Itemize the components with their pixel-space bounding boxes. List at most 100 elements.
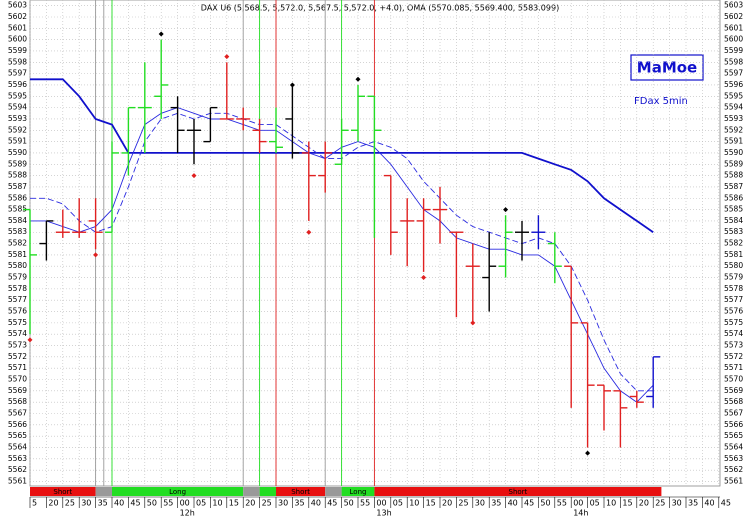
- hour-label: 12h: [180, 509, 195, 518]
- marker: [470, 320, 476, 326]
- x-tick-label: 40: [508, 499, 518, 508]
- y-tick-label: 5573: [8, 341, 27, 350]
- marker: [421, 275, 427, 281]
- x-tick-label: 55: [557, 499, 567, 508]
- y-tick-label: 5580: [8, 261, 27, 270]
- marker: [158, 31, 164, 37]
- y-tick-label: 5592: [8, 125, 27, 134]
- y-tick-label-right: 5565: [724, 431, 743, 440]
- badge-box: [630, 54, 704, 81]
- y-tick-label-right: 5592: [724, 125, 743, 134]
- y-tick-label-right: 5567: [724, 408, 743, 417]
- x-tick-label: 00: [573, 499, 583, 508]
- y-tick-label-right: 5580: [724, 261, 743, 270]
- x-tick-label: 25: [458, 499, 468, 508]
- signal-segment: [374, 487, 662, 496]
- y-tick-label: 5567: [8, 408, 27, 417]
- y-tick-label-right: 5602: [724, 12, 743, 21]
- x-tick-label: 15: [229, 499, 239, 508]
- y-tick-label: 5576: [8, 307, 27, 316]
- y-tick-label: 5584: [8, 216, 27, 225]
- x-tick-label: 15: [622, 499, 632, 508]
- y-tick-label: 5598: [8, 57, 27, 66]
- y-tick-label: 5591: [8, 137, 27, 146]
- y-tick-label: 5585: [8, 205, 27, 214]
- x-tick-label: 45: [721, 499, 731, 508]
- x-tick-label: 25: [262, 499, 272, 508]
- y-tick-label-right: 5603: [724, 1, 743, 10]
- y-tick-label: 5568: [8, 397, 27, 406]
- signal-segment: [95, 487, 112, 496]
- y-tick-label-right: 5582: [724, 239, 743, 248]
- y-tick-label: 5594: [8, 103, 27, 112]
- y-tick-label-right: 5591: [724, 137, 743, 146]
- y-tick-label: 5574: [8, 329, 27, 338]
- x-tick-label: 45: [327, 499, 337, 508]
- x-tick-label: 00: [180, 499, 190, 508]
- signal-segment: [259, 487, 276, 496]
- x-tick-label: 10: [212, 499, 222, 508]
- y-tick-label: 5600: [8, 35, 27, 44]
- x-tick-label: 40: [704, 499, 714, 508]
- signal-label: Long: [350, 488, 367, 496]
- x-tick-label: 20: [48, 499, 58, 508]
- y-tick-label-right: 5585: [724, 205, 743, 214]
- y-tick-label: 5593: [8, 114, 27, 123]
- y-tick-label-right: 5600: [724, 35, 743, 44]
- y-tick-label-right: 5569: [724, 386, 743, 395]
- x-tick-label: 30: [672, 499, 682, 508]
- x-tick-label: 20: [442, 499, 452, 508]
- y-tick-label-right: 5583: [724, 227, 743, 236]
- marker: [289, 82, 295, 88]
- marker: [93, 252, 99, 258]
- x-tick-label: 50: [540, 499, 550, 508]
- y-tick-label-right: 5596: [724, 80, 743, 89]
- y-tick-label: 5566: [8, 420, 27, 429]
- y-tick-label-right: 5574: [724, 329, 743, 338]
- x-tick-label: 15: [426, 499, 436, 508]
- x-tick-label: 20: [245, 499, 255, 508]
- marker: [585, 450, 591, 456]
- y-tick-label-right: 5571: [724, 363, 743, 372]
- signal-segment: [276, 487, 326, 496]
- y-tick-label: 5597: [8, 69, 27, 78]
- y-tick-label: 5578: [8, 284, 27, 293]
- y-tick-label: 5602: [8, 12, 27, 21]
- y-tick-label-right: 5588: [724, 171, 743, 180]
- x-tick-label: 55: [163, 499, 173, 508]
- y-tick-label-right: 5564: [724, 442, 743, 451]
- y-tick-label-right: 5563: [724, 454, 743, 463]
- y-tick-label: 5564: [8, 442, 27, 451]
- y-tick-label: 5562: [8, 465, 27, 474]
- x-tick-label: 20: [639, 499, 649, 508]
- y-tick-label: 5572: [8, 352, 27, 361]
- marker: [224, 54, 230, 60]
- y-tick-label-right: 5586: [724, 193, 743, 202]
- y-tick-label: 5590: [8, 148, 27, 157]
- x-tick-label: 30: [278, 499, 288, 508]
- x-tick-label: 05: [590, 499, 600, 508]
- y-tick-label: 5603: [8, 1, 27, 10]
- marker: [503, 207, 509, 213]
- marker: [27, 337, 33, 343]
- y-tick-label-right: 5599: [724, 46, 743, 55]
- y-tick-label-right: 5570: [724, 375, 743, 384]
- x-tick-label: 35: [294, 499, 304, 508]
- y-tick-label-right: 5593: [724, 114, 743, 123]
- x-tick-label: 40: [311, 499, 321, 508]
- marker: [306, 229, 312, 235]
- y-tick-label-right: 5561: [724, 476, 743, 485]
- y-tick-label: 5586: [8, 193, 27, 202]
- y-tick-label-right: 5578: [724, 284, 743, 293]
- y-tick-label-right: 5576: [724, 307, 743, 316]
- x-tick-label: 25: [65, 499, 75, 508]
- y-tick-label-right: 5587: [724, 182, 743, 191]
- x-tick-label: 45: [130, 499, 140, 508]
- y-tick-label-right: 5572: [724, 352, 743, 361]
- y-tick-label-right: 5584: [724, 216, 743, 225]
- y-tick-label-right: 5562: [724, 465, 743, 474]
- chart-title: DAX U6 (5,568.5, 5,572.0, 5,567.5, 5,572…: [201, 4, 559, 13]
- y-tick-label-right: 5598: [724, 57, 743, 66]
- y-tick-label: 5579: [8, 273, 27, 282]
- y-tick-label: 5582: [8, 239, 27, 248]
